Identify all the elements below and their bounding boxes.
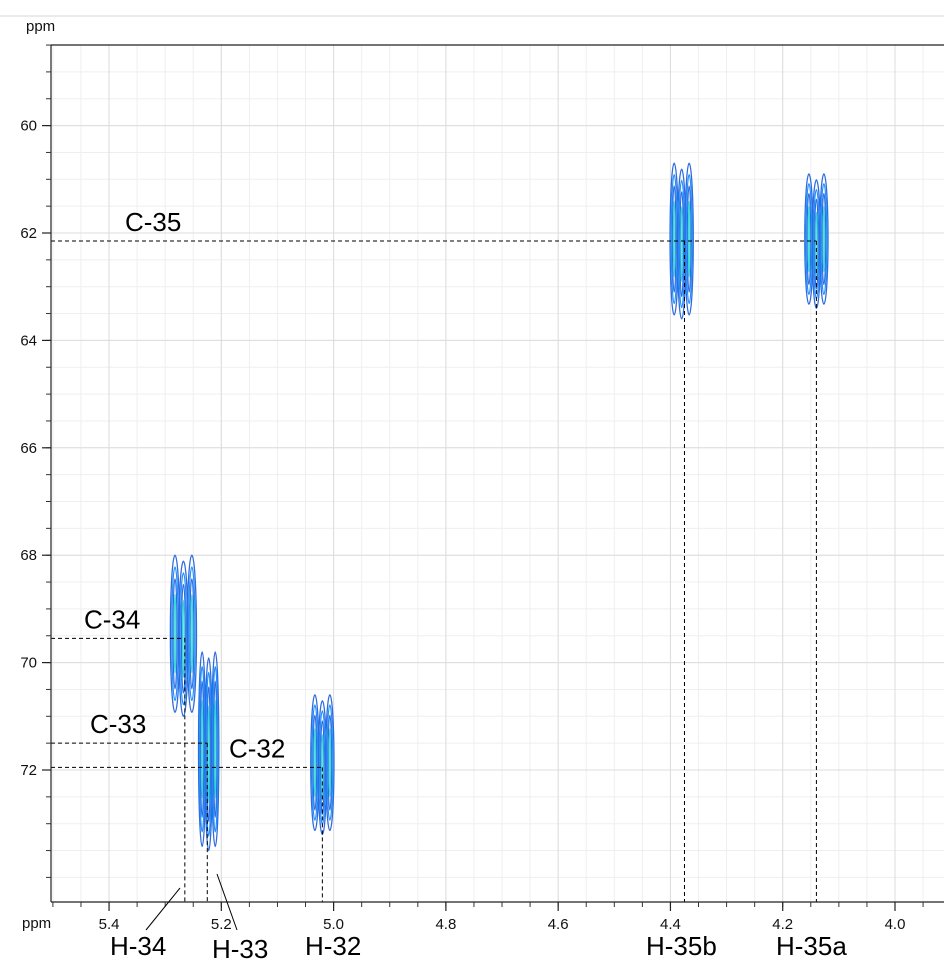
h-peak-label: H-35a [776, 931, 847, 961]
ticks: 5.4 5.2 5.0 4.8 4.6 4.4 4.2 4.0 60 62 64 66 68 70 72 [20, 44, 924, 933]
x-tick-label: 4.0 [885, 916, 906, 933]
c-peak-label: C-32 [229, 733, 285, 763]
contour-ring-inner [679, 191, 684, 298]
y-tick-label: 64 [20, 332, 37, 349]
y-tick-label: 66 [20, 440, 37, 457]
h-peak-label: H-32 [305, 931, 361, 961]
contour-ring-inner [180, 583, 186, 694]
contour-core [313, 728, 317, 798]
contour-peaks [169, 162, 829, 852]
contour-ring-inner [327, 714, 333, 811]
contour-ring-outer [210, 651, 220, 848]
x-tick-label: 5.0 [323, 916, 344, 933]
y-axis-unit: ppm [26, 18, 55, 35]
contour-core [200, 700, 204, 799]
c-peak-label: C-34 [84, 604, 140, 634]
x-tick-label: 5.4 [99, 916, 120, 933]
h-peak-label: H-35b [646, 931, 717, 961]
contour-peak [197, 651, 220, 852]
contour-ring-inner [806, 192, 812, 286]
c-peak-label: C-33 [90, 709, 146, 739]
contour-core [173, 593, 177, 674]
contour-ring-outer [684, 162, 694, 316]
contour-ring-inner [200, 680, 205, 818]
contour-ring-mid [326, 704, 334, 821]
y-tick-label: 62 [20, 225, 37, 242]
h33-leader-line [216, 873, 238, 931]
contour-ring-outer [186, 554, 198, 713]
contour-core [672, 200, 676, 278]
contour-ring-mid [212, 665, 219, 833]
contour-peak [310, 694, 335, 836]
y-tick-label: 70 [20, 655, 37, 672]
contour-ring-inner [206, 686, 211, 823]
contour-ring-inner [821, 192, 827, 286]
h34-leader-line [145, 887, 181, 931]
x-tick-label: 4.8 [435, 916, 456, 933]
contour-core [190, 593, 194, 674]
contour-core [328, 728, 332, 798]
contour-ring-inner [312, 714, 318, 811]
contour-core [807, 205, 811, 273]
h-peak-label: H-33 [212, 934, 268, 962]
y-tick-label: 60 [20, 118, 37, 135]
contour-ring-outer [819, 173, 829, 305]
x-tick-label: 4.2 [772, 916, 793, 933]
contour-core [214, 700, 217, 799]
contour-peak [169, 554, 198, 717]
contour-core [822, 205, 826, 273]
contour-ring-inner [189, 578, 195, 690]
contour-ring-inner [686, 185, 692, 293]
contour-ring-mid [188, 566, 196, 702]
contour-ring-inner [671, 185, 677, 293]
contour-ring-inner [814, 198, 819, 290]
c-peak-label: C-35 [125, 207, 181, 237]
y-tick-label: 72 [20, 762, 37, 779]
contour-ring-mid [820, 183, 828, 296]
peak-annotations: C-35 C-34 C-33 C-32 H-34 H-33 H-32 H-35b H-35a [84, 207, 847, 962]
x-axis-unit: ppm [22, 915, 51, 932]
contour-core [687, 200, 691, 278]
contour-ring-inner [213, 680, 218, 818]
contour-ring-inner [172, 578, 178, 690]
axes [50, 44, 944, 903]
contour-ring-mid [685, 173, 693, 305]
guide-lines [51, 240, 817, 902]
y-tick-label: 68 [20, 547, 37, 564]
contour-peak [804, 173, 829, 309]
x-tick-label: 5.2 [211, 916, 232, 933]
x-tick-label: 4.6 [548, 916, 569, 933]
x-tick-label: 4.4 [660, 916, 681, 933]
contour-ring-outer [325, 694, 335, 832]
contour-core [680, 206, 683, 282]
contour-core [207, 705, 210, 803]
h-peak-label: H-34 [110, 931, 166, 961]
